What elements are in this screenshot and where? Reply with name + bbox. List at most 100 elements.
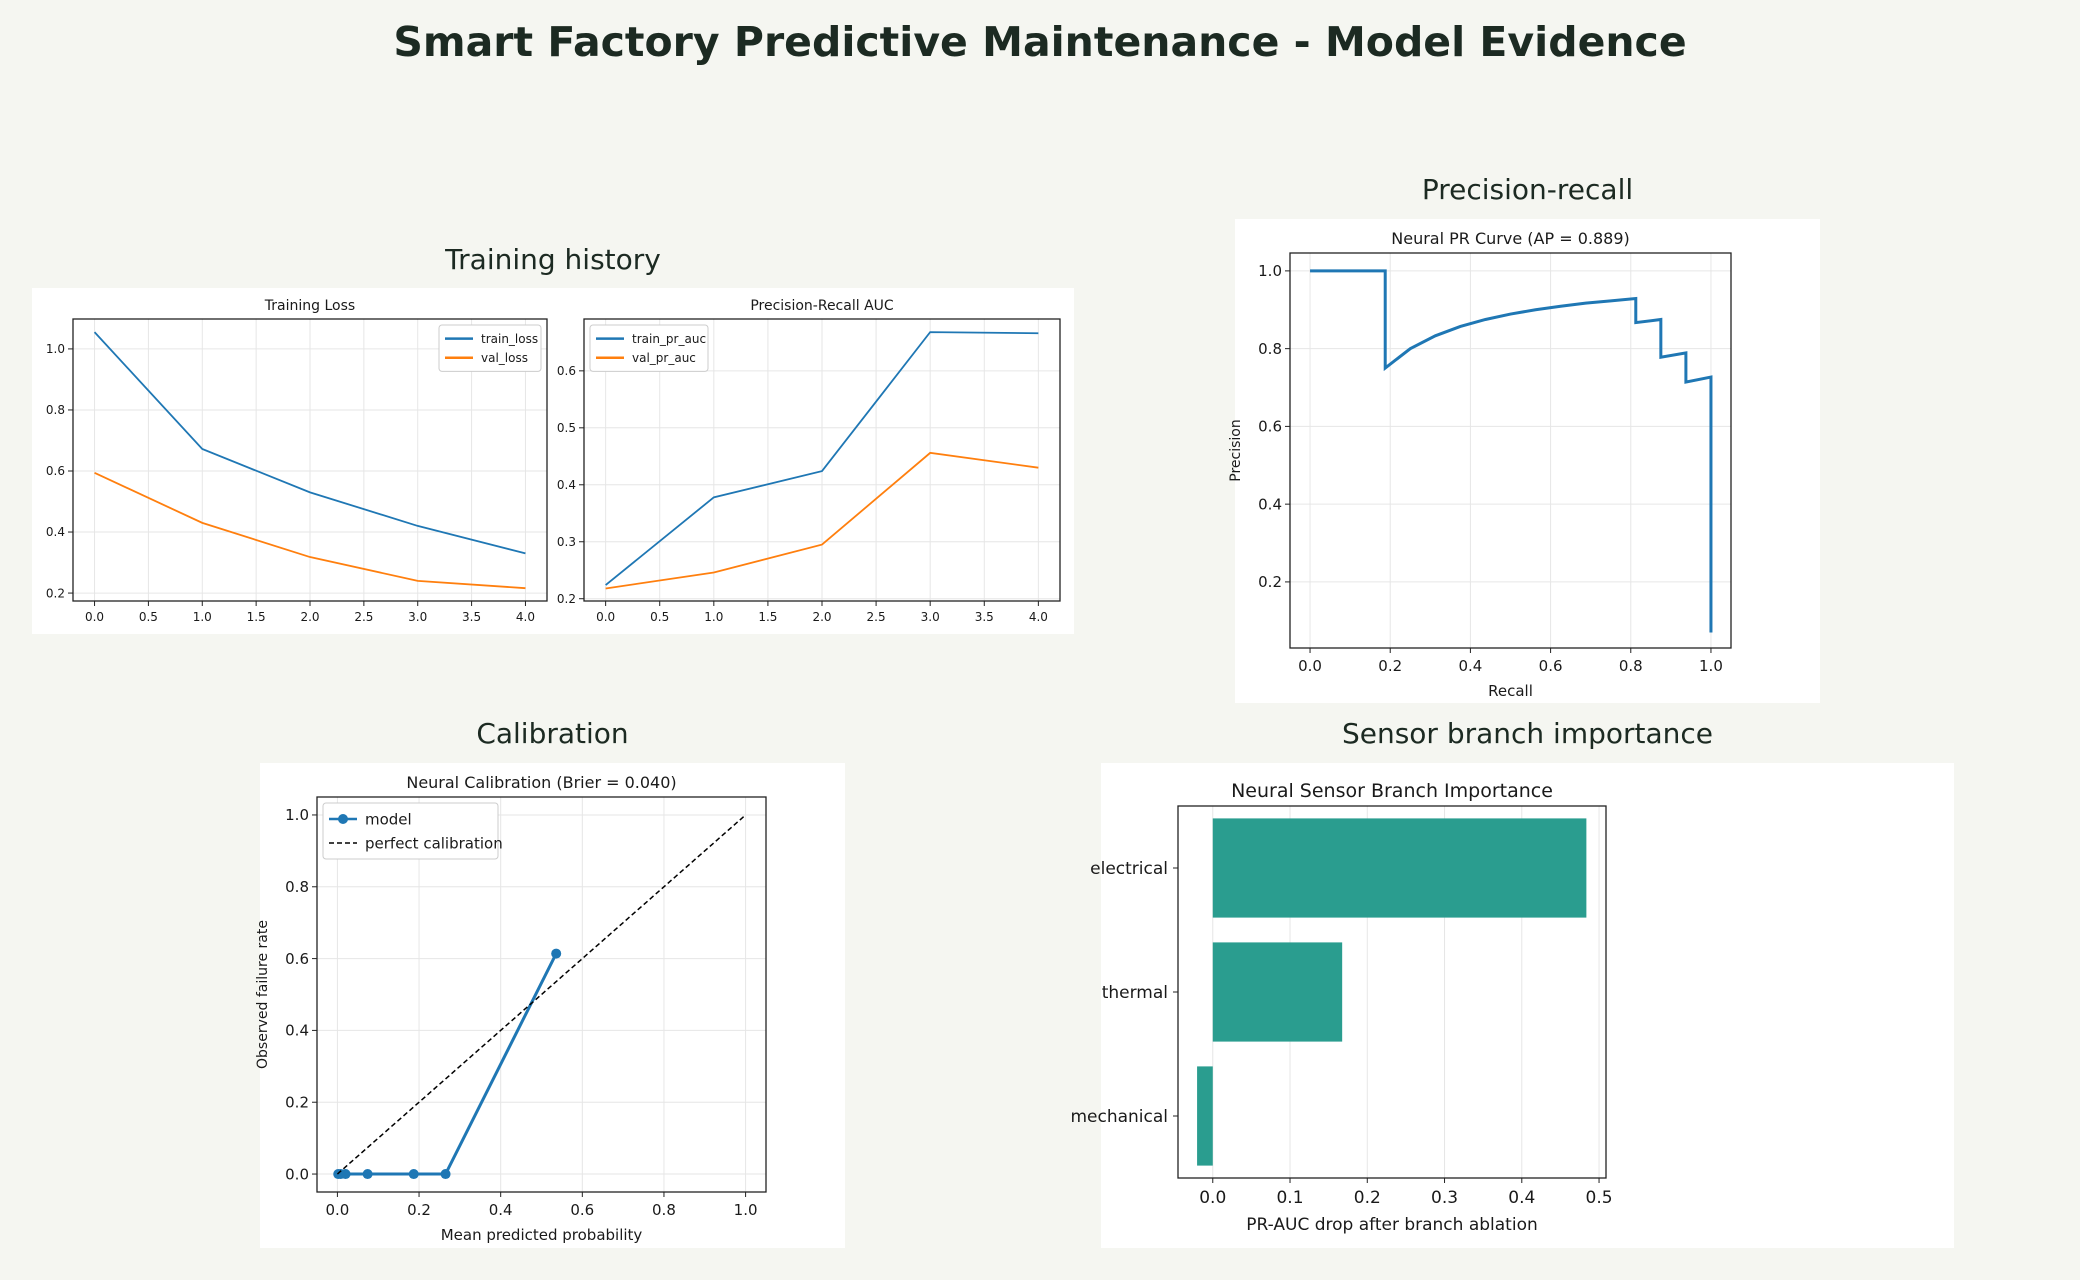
x-tick-label: 0.5 xyxy=(139,610,158,624)
x-tick-label: 1.0 xyxy=(1699,657,1723,675)
series-line-model xyxy=(338,952,558,1176)
y-tick-label: 0.4 xyxy=(46,525,65,539)
x-tick-label: 1.0 xyxy=(193,610,212,624)
legend-label: val_loss xyxy=(481,351,528,365)
legend-marker xyxy=(338,814,348,824)
x-tick-label: 0.8 xyxy=(1619,657,1643,675)
x-tick-label: 0.4 xyxy=(489,1201,513,1219)
y-tick-label: 1.0 xyxy=(46,342,65,356)
pr-panel xyxy=(1235,219,1820,703)
y-tick-label: 0.2 xyxy=(285,1093,309,1111)
data-point xyxy=(440,1169,451,1180)
y-tick-label: 1.0 xyxy=(1258,262,1282,280)
legend-box xyxy=(322,802,499,860)
y-tick-label: 0.3 xyxy=(557,535,576,549)
x-tick-label: 0.0 xyxy=(1298,657,1322,675)
y-tick-label: 0.8 xyxy=(285,878,309,896)
x-tick-label: 0.0 xyxy=(596,610,615,624)
y-tick-label: 0.4 xyxy=(557,478,576,492)
legend-label: val_pr_auc xyxy=(632,351,696,365)
series-line-PR-curve xyxy=(1310,269,1713,633)
y-tick-label: 0.5 xyxy=(557,421,576,435)
x-axis-label: Recall xyxy=(1488,682,1533,700)
axes-frame xyxy=(1289,252,1732,649)
series-line-val_loss xyxy=(94,472,526,590)
x-tick-label: 0.5 xyxy=(1586,1188,1613,1208)
legend-box xyxy=(589,324,709,372)
axes-frame xyxy=(583,318,1061,602)
x-tick-label: 2.0 xyxy=(812,610,831,624)
section-title-pr: Precision-recall xyxy=(1421,173,1634,206)
category-label: mechanical xyxy=(1070,1107,1168,1127)
legend-label: train_loss xyxy=(481,332,538,346)
x-tick-label: 0.3 xyxy=(1431,1188,1458,1208)
x-tick-label: 4.0 xyxy=(516,610,535,624)
section-title-training: Training history xyxy=(445,243,661,276)
x-axis-label: PR-AUC drop after branch ablation xyxy=(1246,1215,1538,1235)
x-tick-label: 0.0 xyxy=(325,1201,349,1219)
bar-thermal xyxy=(1212,942,1343,1042)
chart-title: Neural Sensor Branch Importance xyxy=(1231,780,1553,802)
x-tick-label: 1.0 xyxy=(734,1201,758,1219)
x-tick-label: 0.2 xyxy=(407,1201,431,1219)
x-tick-label: 1.0 xyxy=(704,610,723,624)
legend-box xyxy=(438,324,542,372)
y-tick-label: 1.0 xyxy=(285,806,309,824)
training-panel xyxy=(32,288,1074,634)
legend-label: perfect calibration xyxy=(365,834,503,852)
series-line-train_loss xyxy=(93,331,526,555)
x-tick-label: 0.0 xyxy=(85,610,104,624)
x-tick-label: 0.1 xyxy=(1276,1188,1303,1208)
x-axis-label: Mean predicted probability xyxy=(441,1226,643,1244)
data-point xyxy=(362,1169,373,1180)
y-tick-label: 0.8 xyxy=(1258,340,1282,358)
data-point xyxy=(408,1169,419,1180)
x-tick-label: 0.2 xyxy=(1378,657,1402,675)
data-point xyxy=(551,948,562,959)
x-tick-label: 2.5 xyxy=(867,610,886,624)
x-tick-label: 1.5 xyxy=(247,610,266,624)
section-title-calibration: Calibration xyxy=(476,717,629,750)
y-tick-label: 0.6 xyxy=(1258,418,1282,436)
bar-electrical xyxy=(1212,818,1587,918)
category-label: thermal xyxy=(1102,983,1168,1003)
y-axis-label: Precision xyxy=(1228,419,1244,481)
x-tick-label: 0.8 xyxy=(652,1201,676,1219)
x-tick-label: 0.4 xyxy=(1508,1188,1535,1208)
x-tick-label: 0.0 xyxy=(1199,1188,1226,1208)
axes-frame xyxy=(72,318,548,602)
y-tick-label: 0.6 xyxy=(46,464,65,478)
chart-title: Neural PR Curve (AP = 0.889) xyxy=(1391,229,1629,248)
y-tick-label: 0.6 xyxy=(557,364,576,378)
x-tick-label: 2.5 xyxy=(354,610,373,624)
x-tick-label: 3.0 xyxy=(408,610,427,624)
x-tick-label: 0.6 xyxy=(1539,657,1563,675)
y-tick-label: 0.2 xyxy=(557,592,576,606)
y-tick-label: 0.4 xyxy=(285,1022,309,1040)
chart-title: Neural Calibration (Brier = 0.040) xyxy=(406,773,676,792)
legend-label: model xyxy=(365,810,412,828)
x-tick-label: 2.0 xyxy=(300,610,319,624)
x-tick-label: 0.2 xyxy=(1354,1188,1381,1208)
y-tick-label: 0.2 xyxy=(1258,573,1282,591)
category-label: electrical xyxy=(1090,859,1168,879)
x-tick-label: 0.5 xyxy=(650,610,669,624)
data-point xyxy=(340,1169,351,1180)
legend-label: train_pr_auc xyxy=(632,332,706,346)
x-tick-label: 3.5 xyxy=(462,610,481,624)
x-tick-label: 3.0 xyxy=(921,610,940,624)
axes-frame xyxy=(316,796,767,1193)
x-tick-label: 3.5 xyxy=(975,610,994,624)
series-line-train_pr_auc xyxy=(605,331,1039,586)
y-axis-label: Observed failure rate xyxy=(255,920,271,1069)
x-tick-label: 0.4 xyxy=(1458,657,1482,675)
chart-title: Training Loss xyxy=(264,298,355,314)
series-line-perfect-calibration xyxy=(336,814,747,1175)
chart-title: Precision-Recall AUC xyxy=(750,298,894,314)
x-tick-label: 0.6 xyxy=(570,1201,594,1219)
page-title: Smart Factory Predictive Maintenance - M… xyxy=(393,18,1687,66)
y-tick-label: 0.6 xyxy=(285,950,309,968)
y-tick-label: 0.2 xyxy=(46,586,65,600)
bar-mechanical xyxy=(1197,1066,1213,1166)
